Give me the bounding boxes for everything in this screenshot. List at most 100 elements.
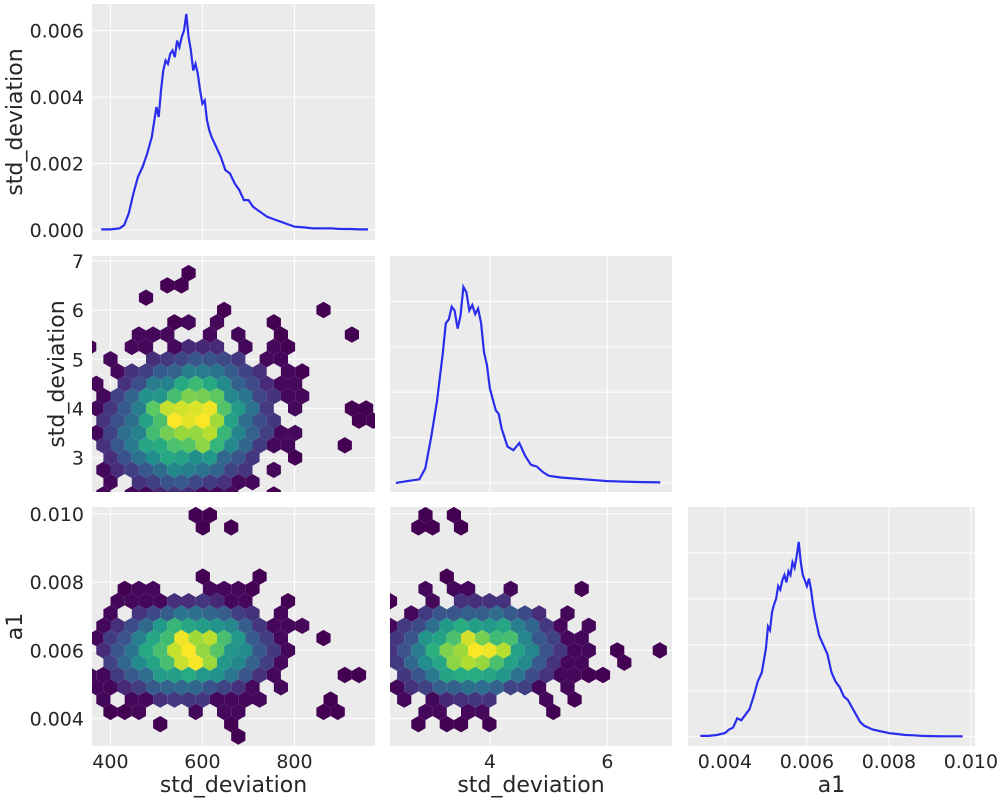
hexbin-cell <box>425 666 440 684</box>
hexbin-cell <box>146 449 161 466</box>
hexbin-cell <box>231 605 246 622</box>
hexbin-cell <box>453 593 469 610</box>
hexbin-cell <box>252 642 267 659</box>
hexbin-cell <box>446 629 461 647</box>
hexbin-cell <box>252 617 267 634</box>
y-tick-label: 0.010 <box>30 504 84 526</box>
hexbin-cell <box>117 629 132 647</box>
hexbin-cell <box>475 605 490 622</box>
hexbin-cell <box>188 654 203 671</box>
hexbin-cell <box>110 387 125 405</box>
hexbin-cell <box>202 507 217 524</box>
hexbin-cell <box>217 375 232 392</box>
hexbin-cell <box>231 728 246 745</box>
hexbin-cell <box>316 703 331 721</box>
hexbin-cell <box>167 642 182 659</box>
hexbin-cell <box>202 351 217 368</box>
hexbin-cell <box>245 605 260 622</box>
hexbin-cell <box>280 338 296 356</box>
hexbin-cell <box>245 375 260 392</box>
x-tick-label: 0.004 <box>698 751 752 773</box>
hexbin-cell <box>92 629 104 647</box>
hexbin-cell <box>181 642 196 659</box>
hexbin-cell <box>238 593 253 610</box>
hexbin-cell <box>103 400 118 417</box>
hexbin-cell <box>224 486 239 492</box>
hexbin-cell <box>532 605 547 622</box>
hexbin-cell <box>574 654 589 671</box>
hexbin-cell <box>217 703 232 721</box>
hexbin-cell <box>117 703 132 721</box>
hexbin-cell <box>351 666 367 684</box>
hexbin-cell <box>288 424 303 442</box>
hexbin-cell <box>404 605 419 622</box>
hexbin-cell <box>138 437 154 454</box>
hexbin-cell <box>202 326 217 343</box>
hexbin-cell <box>539 642 554 659</box>
hexbin-cell <box>96 486 111 492</box>
panel-background <box>92 4 375 240</box>
hexbin-cell <box>252 568 267 585</box>
hexbin-cell <box>418 605 433 622</box>
hexbin-cell <box>202 474 217 491</box>
hexbin-cell <box>553 617 568 634</box>
hexbin-cell <box>390 617 398 634</box>
hexbin-cell <box>188 605 203 622</box>
panel-marks <box>395 283 661 484</box>
hexbin-cell <box>124 412 139 429</box>
hexbin-cell <box>153 387 168 405</box>
hexbin-cell <box>489 629 504 647</box>
panel-marks <box>390 507 667 733</box>
hexbin-cell <box>110 617 125 634</box>
x-tick-label: 4 <box>484 751 496 773</box>
hexbin-cell <box>238 338 253 356</box>
hexbin-cell <box>110 437 125 454</box>
hexbin-cell <box>231 679 246 696</box>
hexbin-cell <box>273 629 288 647</box>
hexbin-cell <box>546 629 561 647</box>
hexbin-cell <box>496 617 511 634</box>
hexbin-cell <box>404 679 419 696</box>
hexbin-cell <box>231 351 246 368</box>
hexbin-cell <box>330 703 345 721</box>
hexbin-cell <box>411 716 426 733</box>
hexbin-cell <box>138 412 154 429</box>
hexbin-cell <box>475 629 490 647</box>
hexbin-cell <box>195 691 210 708</box>
hexbin-cell <box>295 387 310 405</box>
hexbin-cell <box>446 507 461 524</box>
hexbin-cell <box>209 314 225 331</box>
hexbin-cell <box>92 424 104 442</box>
hexbin-cell <box>259 351 274 368</box>
hexbin-cell <box>231 629 246 647</box>
hexbin-cell <box>489 679 504 696</box>
hexbin-cell <box>209 387 225 405</box>
y-axis-label: std_deviation <box>3 48 28 195</box>
hexbin-cell <box>482 617 497 634</box>
hexbin-cell <box>138 642 154 659</box>
hexbin-cell <box>468 642 483 659</box>
hexbin-cell <box>224 363 239 380</box>
hexbin-cell <box>273 326 288 343</box>
hexbin-cell <box>146 326 161 343</box>
hexbin-cell <box>273 351 288 368</box>
hexbin-cell <box>131 326 146 343</box>
hexbin-cell <box>461 679 476 696</box>
hexbin-cell <box>496 593 511 610</box>
hexbin-cell <box>188 375 203 392</box>
hexbin-cell <box>238 437 253 454</box>
hexbin-cell <box>195 437 210 454</box>
hexbin-cell <box>461 629 476 647</box>
hexbin-cell <box>167 617 182 634</box>
y-tick-label: 0.004 <box>30 87 84 109</box>
hexbin-cell <box>397 642 412 659</box>
hexbin-cell <box>581 617 596 634</box>
hexbin-cell <box>174 605 189 622</box>
hexbin-cell <box>174 375 189 392</box>
hexbin-cell <box>595 666 611 684</box>
hexbin-cell <box>560 654 575 671</box>
hexbin-cell <box>96 666 111 684</box>
hexbin-cell <box>231 326 246 343</box>
hexbin-cell <box>524 642 540 659</box>
hexbin-cell <box>567 642 582 659</box>
